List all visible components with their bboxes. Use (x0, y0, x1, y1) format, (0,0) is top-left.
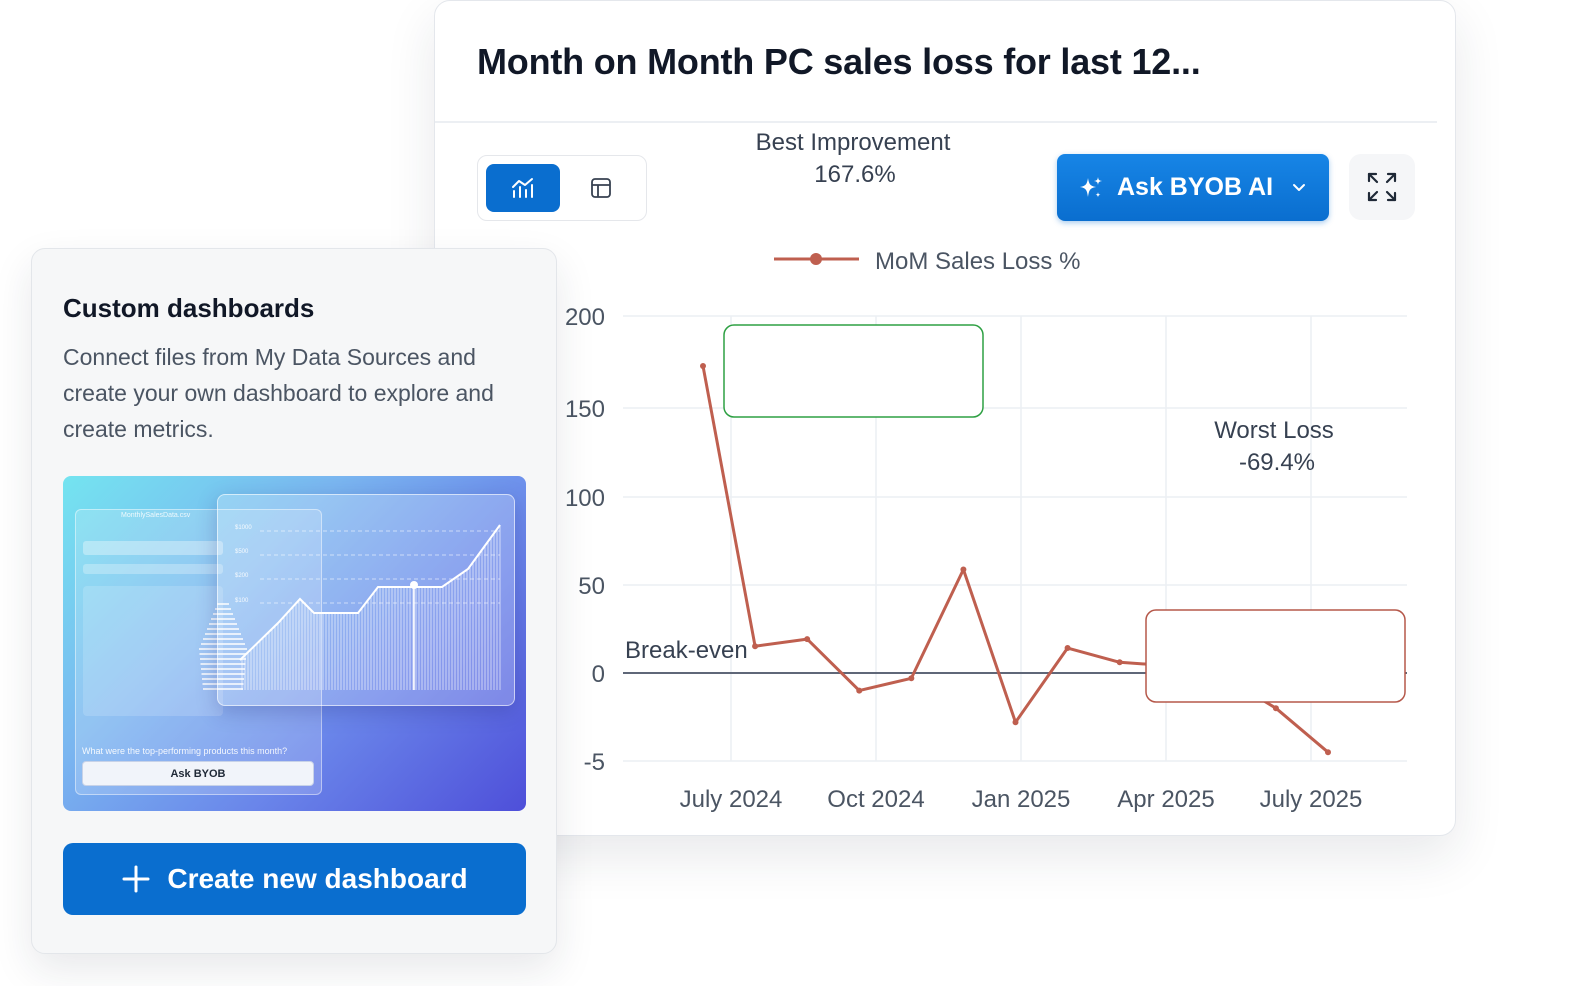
chart-view-button[interactable] (486, 164, 560, 212)
preview-front-window: $1000 $500 $200 $100 (217, 494, 515, 706)
table-icon (591, 178, 611, 198)
y-tick-label: 0 (592, 661, 605, 688)
best-improvement-value: 167.6% (814, 161, 895, 188)
y-tick-label: 100 (565, 485, 605, 512)
preview-bar (83, 564, 223, 574)
x-tick-label: Jan 2025 (972, 786, 1071, 813)
x-tick-label: July 2025 (1260, 786, 1363, 813)
create-new-dashboard-button[interactable]: Create new dashboard (63, 843, 526, 915)
preview-graphics (199, 603, 247, 690)
data-point (804, 636, 811, 643)
data-point (1272, 705, 1279, 712)
data-point (1116, 659, 1123, 666)
custom-dashboards-card: Custom dashboards Connect files from My … (31, 248, 557, 954)
data-point (752, 643, 759, 650)
title-divider (435, 121, 1437, 123)
x-tick-label: Apr 2025 (1117, 786, 1214, 813)
sparkle-icon (1080, 176, 1102, 197)
data-point (1012, 719, 1019, 726)
preview-ask-button: Ask BYOB (82, 761, 314, 786)
chart-card: 200 150 100 50 0 -5 July 2024 Oct 2024 Jan 2025 A… (434, 0, 1456, 836)
legend-label: MoM Sales Loss % (875, 248, 1080, 275)
chevron-down-icon (1293, 184, 1305, 191)
worst-loss-box (1145, 609, 1406, 703)
worst-loss-label: Worst Loss (1214, 417, 1334, 444)
legend-swatch-marker (810, 253, 822, 265)
custom-dashboards-description: Connect files from My Data Sources and c… (63, 344, 494, 442)
table-view-button[interactable] (564, 164, 638, 212)
preview-bar (83, 541, 223, 555)
preview-y-label: $200 (235, 573, 249, 579)
custom-dashboards-title: Custom dashboards (63, 293, 315, 323)
preview-panel (83, 586, 223, 716)
x-tick-label: Oct 2024 (827, 786, 924, 813)
worst-loss-value: -69.4% (1239, 449, 1315, 476)
data-point (908, 675, 915, 682)
chart-canvas: 200 150 100 50 0 -5 July 2024 Oct 2024 Jan 2025 A… (565, 129, 1407, 813)
ask-byob-ai-label: Ask BYOB AI (1117, 173, 1274, 201)
preview-cursor-dot (410, 581, 418, 589)
preview-file-tab: MonthlySalesData.csv (121, 512, 191, 519)
best-improvement-label: Best Improvement (756, 129, 951, 156)
x-tick-label: July 2024 (680, 786, 783, 813)
data-point (1325, 749, 1331, 756)
chart-title: Month on Month PC sales loss for last 12… (477, 41, 1201, 82)
data-point (1064, 645, 1071, 652)
data-point (856, 687, 863, 694)
expand-icon (1367, 172, 1397, 202)
chart-line-icon (512, 178, 533, 198)
preview-y-label: $100 (235, 598, 249, 604)
view-toggle (477, 155, 647, 221)
plus-icon (122, 865, 150, 893)
y-tick-label: -5 (584, 749, 605, 776)
data-point (700, 362, 706, 369)
preview-y-label: $500 (235, 549, 249, 555)
y-tick-label: 150 (565, 396, 605, 423)
dashboard-preview-image: MonthlySalesData.csv $1000 $500 $200 $10… (63, 476, 526, 811)
y-tick-label: 200 (565, 304, 605, 331)
break-even-label: Break-even (625, 637, 748, 664)
preview-y-label: $1000 (235, 525, 252, 531)
preview-curve (239, 524, 501, 661)
ask-byob-ai-button[interactable]: Ask BYOB AI (1057, 154, 1329, 221)
create-new-dashboard-label: Create new dashboard (167, 863, 468, 894)
best-improvement-box (723, 324, 984, 418)
preview-question: What were the top-performing products th… (82, 746, 288, 756)
y-tick-label: 50 (578, 573, 605, 600)
preview-area-chart (239, 524, 501, 690)
expand-button[interactable] (1349, 154, 1415, 220)
data-point (960, 566, 967, 573)
